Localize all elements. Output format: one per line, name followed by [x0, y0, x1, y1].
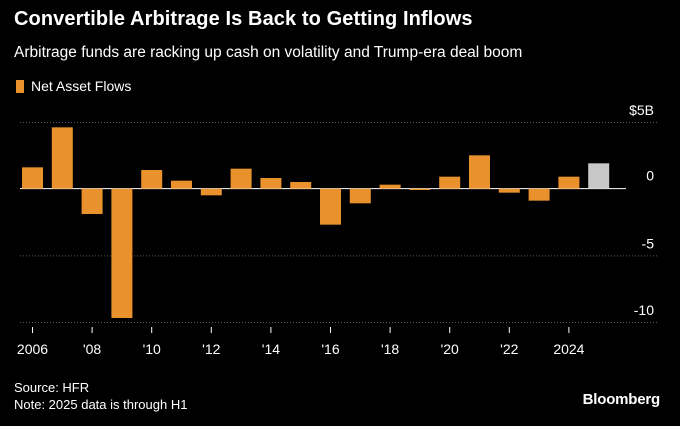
bars — [22, 127, 610, 318]
bar-2012 — [200, 188, 222, 196]
legend-label: Net Asset Flows — [31, 78, 132, 94]
y-tick-label: -5 — [642, 235, 655, 251]
bar-2016 — [320, 188, 341, 225]
chart-subtitle: Arbitrage funds are racking up cash on v… — [14, 44, 523, 61]
legend: Net Asset Flows — [16, 78, 131, 94]
bar-2017 — [349, 188, 371, 204]
bar-2006 — [22, 167, 43, 189]
source-note: Source: HFR — [14, 380, 90, 395]
y-tick-labels: $5B 0 -5 -10 — [629, 102, 654, 318]
x-tick-label: '14 — [262, 341, 280, 357]
x-tick-label: '22 — [500, 341, 518, 357]
data-note: Note: 2025 data is through H1 — [14, 397, 188, 412]
chart-title: Convertible Arbitrage Is Back to Getting… — [14, 8, 473, 30]
x-tick-label: '18 — [381, 341, 399, 357]
x-tick-label: '10 — [143, 341, 161, 357]
bar-2010 — [141, 170, 163, 189]
bar-2019 — [409, 188, 431, 190]
bar-2021 — [469, 155, 490, 189]
x-tick-label: '16 — [321, 341, 339, 357]
bar-2007 — [51, 127, 73, 189]
bar-2023 — [528, 188, 550, 201]
y-tick-label: $5B — [629, 102, 654, 118]
bar-2009 — [111, 188, 133, 318]
x-tick-labels: 2006 '08 '10 '12 '14 '16 '18 '20 '22 2024 — [17, 327, 585, 357]
bar-2020 — [439, 176, 461, 189]
x-tick-label: 2006 — [17, 341, 48, 357]
bar-2018 — [379, 184, 401, 189]
y-tick-label: -10 — [634, 302, 654, 318]
bar-2024 — [558, 176, 580, 189]
bar-2008 — [81, 188, 103, 214]
legend-swatch — [16, 79, 24, 93]
x-tick-label: '08 — [83, 341, 101, 357]
x-tick-label: '12 — [202, 341, 220, 357]
bar-2015 — [290, 182, 312, 189]
x-tick-label: 2024 — [553, 341, 584, 357]
bar-2022 — [498, 188, 520, 193]
x-tick-label: '20 — [441, 341, 459, 357]
y-tick-label: 0 — [646, 168, 654, 184]
bar-2025 — [588, 163, 610, 189]
bar-2011 — [171, 180, 192, 189]
bar-2013 — [230, 168, 252, 189]
bar-2014 — [260, 178, 282, 189]
bloomberg-logo: Bloomberg — [582, 391, 661, 408]
